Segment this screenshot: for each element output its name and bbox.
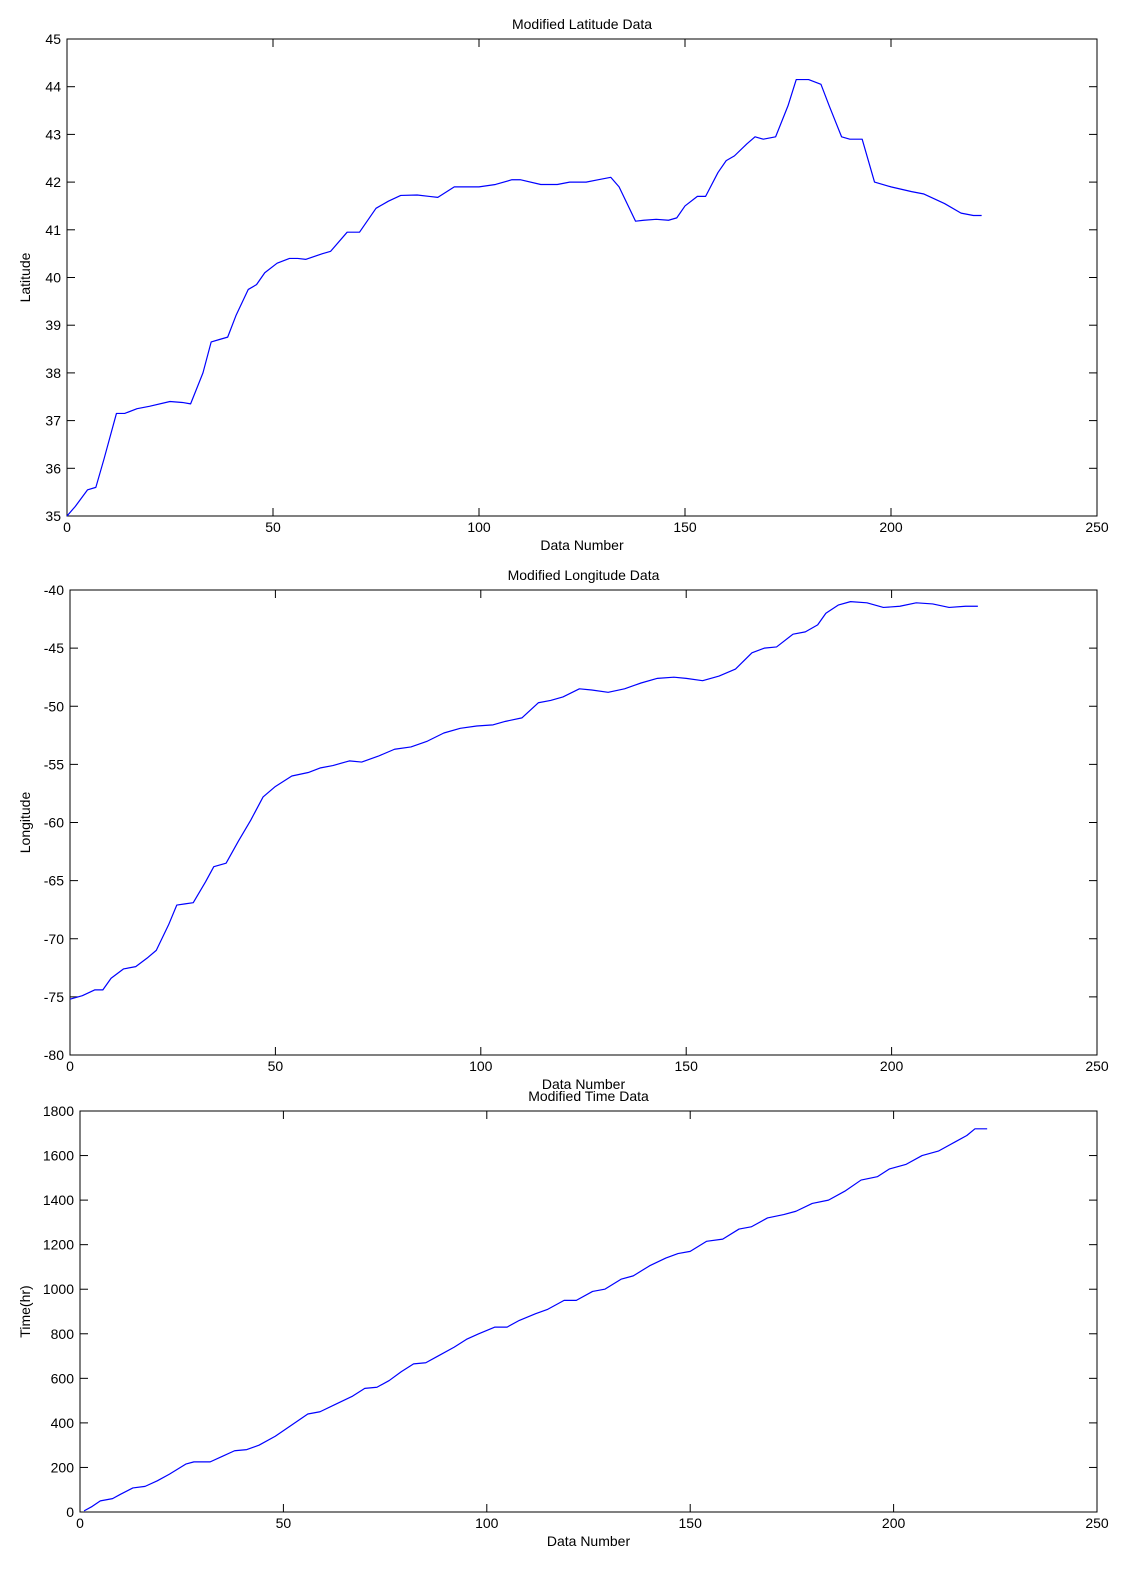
- latitude-x-axis-label: Data Number: [540, 537, 624, 553]
- longitude-y-tick-label: -70: [44, 931, 64, 947]
- latitude-y-tick-label: 35: [45, 508, 61, 524]
- time-plot-area: [79, 1110, 1098, 1513]
- longitude-y-tick-label: -50: [44, 698, 64, 714]
- longitude-x-tick-label: 200: [880, 1058, 904, 1074]
- time-y-tick-label: 1600: [43, 1148, 74, 1164]
- longitude-chart-title: Modified Longitude Data: [508, 567, 660, 583]
- latitude-chart-title: Modified Latitude Data: [512, 16, 652, 32]
- latitude-y-tick-label: 42: [45, 174, 61, 190]
- time-y-axis-label: Time(hr): [17, 1285, 33, 1337]
- longitude-plot-area: [69, 589, 1098, 1056]
- longitude-x-tick-label: 0: [66, 1058, 74, 1074]
- longitude-y-tick-label: -55: [44, 756, 64, 772]
- time-chart: 0 50 100 150 200 250 0 200 400 600 800 1000 1200 1400…: [17, 1088, 1109, 1549]
- time-y-tick-label: 1800: [43, 1103, 74, 1119]
- longitude-y-tick-label: -45: [44, 640, 64, 656]
- longitude-y-tick-label: -80: [44, 1047, 64, 1063]
- longitude-y-tick-label: -75: [44, 989, 64, 1005]
- longitude-x-tick-label: 50: [268, 1058, 284, 1074]
- latitude-y-tick-label: 40: [45, 270, 61, 286]
- latitude-y-tick-label: 43: [45, 126, 61, 142]
- time-x-tick-label: 250: [1085, 1515, 1109, 1531]
- time-x-tick-label: 200: [882, 1515, 906, 1531]
- time-series-line: [83, 1128, 988, 1512]
- latitude-y-axis-label: Latitude: [17, 252, 33, 302]
- latitude-plot-area: [66, 38, 1098, 517]
- time-x-axis-label: Data Number: [547, 1533, 631, 1549]
- latitude-y-tick-label: 37: [45, 413, 61, 429]
- latitude-y-tick-label: 39: [45, 317, 61, 333]
- longitude-series-line: [69, 601, 978, 1000]
- latitude-y-tick-label: 44: [45, 79, 61, 95]
- longitude-x-tick-label: 100: [469, 1058, 493, 1074]
- latitude-x-tick-label: 50: [265, 519, 281, 535]
- latitude-x-tick-label: 200: [879, 519, 903, 535]
- longitude-x-tick-label: 250: [1085, 1058, 1109, 1074]
- longitude-chart: 0 50 100 150 200 250 -80 -75 -70 -65 -60 -55 -50 -45 -…: [17, 567, 1109, 1092]
- time-x-tick-label: 100: [475, 1515, 499, 1531]
- time-y-tick-label: 1000: [43, 1281, 74, 1297]
- time-x-tick-label: 150: [679, 1515, 703, 1531]
- longitude-y-tick-label: -40: [44, 582, 64, 598]
- time-y-tick-label: 400: [51, 1415, 75, 1431]
- time-y-tick-label: 600: [51, 1370, 75, 1386]
- longitude-y-axis-label: Longitude: [17, 792, 33, 854]
- time-x-tick-label: 0: [76, 1515, 84, 1531]
- longitude-x-tick-label: 150: [675, 1058, 699, 1074]
- latitude-y-tick-label: 38: [45, 365, 61, 381]
- latitude-x-tick-label: 0: [63, 519, 71, 535]
- latitude-y-tick-label: 36: [45, 460, 61, 476]
- latitude-y-tick-label: 45: [45, 31, 61, 47]
- time-y-tick-label: 1200: [43, 1237, 74, 1253]
- longitude-y-tick-label: -60: [44, 815, 64, 831]
- latitude-x-tick-label: 100: [467, 519, 491, 535]
- time-y-tick-label: 1400: [43, 1192, 74, 1208]
- time-y-tick-label: 800: [51, 1326, 75, 1342]
- latitude-x-tick-label: 250: [1085, 519, 1109, 535]
- time-y-tick-label: 0: [66, 1504, 74, 1520]
- latitude-chart: 0 50 100 150 200 250 35 36 37 38 39 40 41 42 43 44 45 Mod…: [17, 16, 1109, 553]
- latitude-y-tick-label: 41: [45, 222, 61, 238]
- time-x-tick-label: 50: [276, 1515, 292, 1531]
- time-chart-title: Modified Time Data: [528, 1088, 649, 1104]
- longitude-x-axis-label: Data Number: [542, 1076, 626, 1092]
- longitude-y-tick-label: -65: [44, 873, 64, 889]
- latitude-x-tick-label: 150: [673, 519, 697, 535]
- time-y-tick-label: 200: [51, 1459, 75, 1475]
- latitude-series-line: [66, 78, 982, 517]
